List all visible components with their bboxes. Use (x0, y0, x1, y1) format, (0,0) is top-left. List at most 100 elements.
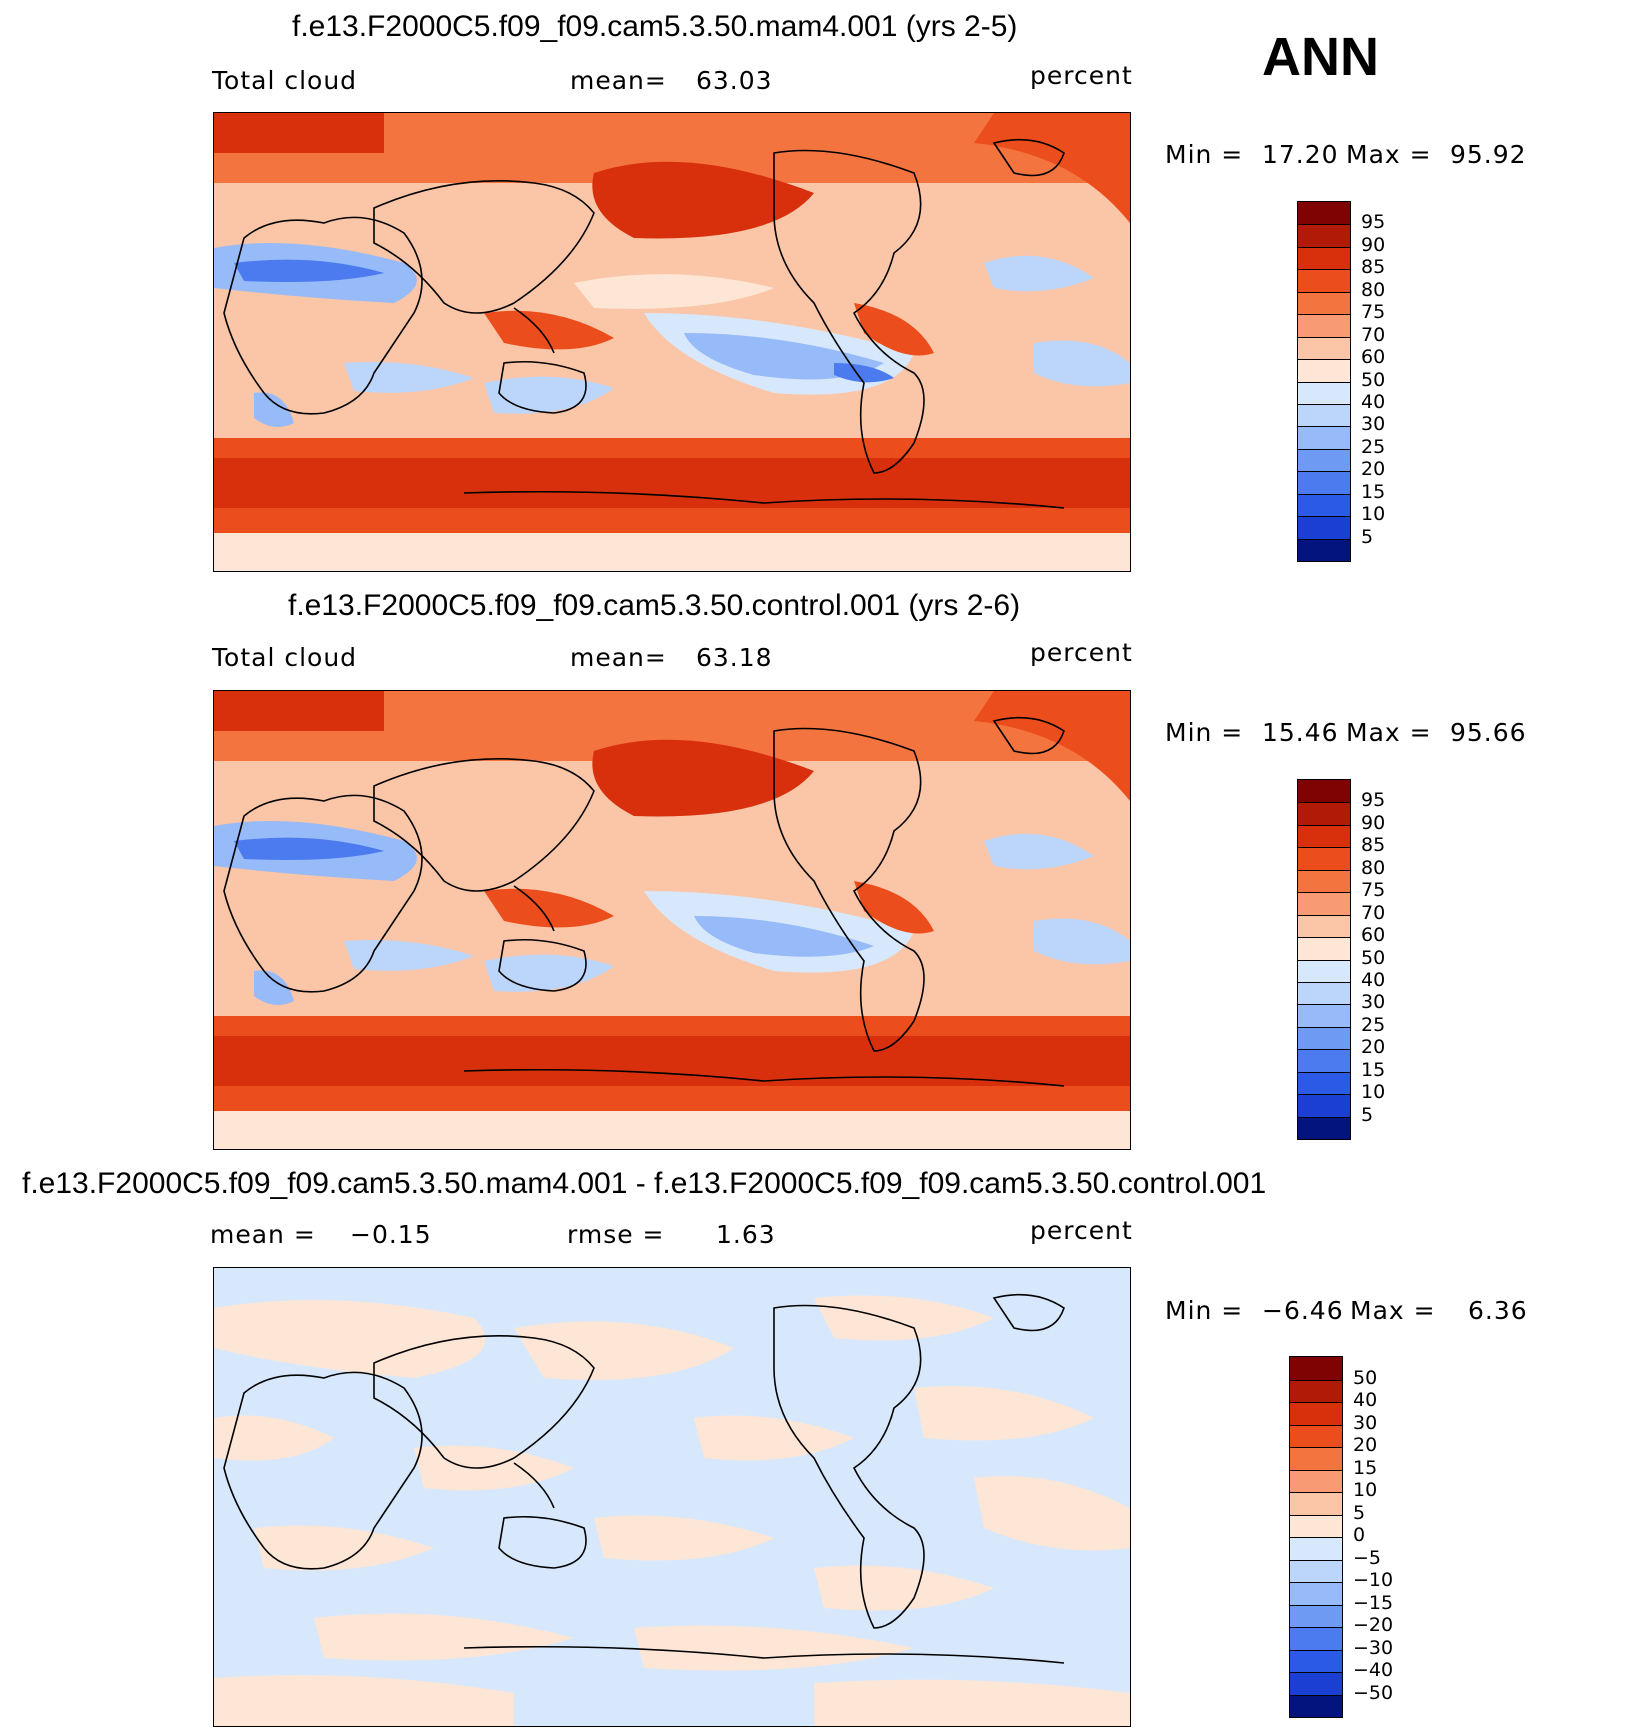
colorbar-swatch (1298, 981, 1350, 1005)
colorbar-swatch (1298, 269, 1350, 292)
panel1-title: f.e13.F2000C5.f09_f09.cam5.3.50.mam4.001… (292, 10, 1018, 43)
panel1-max-label: Max = (1346, 140, 1432, 169)
panel1-mean-label: mean= (570, 66, 667, 95)
colorbar-tick-label: 20 (1353, 1434, 1378, 1456)
panel1-min-label: Min = (1165, 140, 1244, 169)
colorbar-swatch (1298, 1071, 1350, 1095)
colorbar-tick-label: −15 (1353, 1591, 1394, 1614)
colorbar-tick-label: 60 (1361, 924, 1386, 947)
colorbar-tick-label: 10 (1353, 1479, 1378, 1501)
colorbar-tick-label: 40 (1353, 1389, 1378, 1411)
colorbar-swatch (1298, 291, 1350, 315)
panel3-max-label: Max = (1350, 1296, 1436, 1325)
colorbar-tick-label: −50 (1353, 1681, 1394, 1704)
colorbar-tick-label: 80 (1361, 856, 1386, 879)
colorbar-swatch (1298, 426, 1350, 449)
colorbar-tick-label: −5 (1353, 1546, 1382, 1569)
colorbar-tick-label: 5 (1361, 1103, 1374, 1126)
colorbar-swatch (1298, 824, 1350, 848)
colorbar-swatch (1298, 780, 1350, 803)
colorbar-tick-label: 85 (1361, 256, 1386, 279)
panel3-mean-value: −0.15 (350, 1220, 432, 1249)
colorbar-tick-label: 40 (1361, 968, 1386, 991)
panel3-title: f.e13.F2000C5.f09_f09.cam5.3.50.mam4.001… (22, 1167, 1267, 1200)
colorbar-swatch (1298, 336, 1350, 360)
colorbar-swatch (1298, 202, 1350, 225)
panel2-map (213, 690, 1131, 1150)
panel3-mean-label: mean = (210, 1220, 316, 1249)
colorbar-swatch (1298, 1116, 1350, 1139)
panel2-units: percent (1030, 638, 1133, 667)
colorbar-swatch (1298, 538, 1350, 561)
colorbar-swatch (1298, 224, 1350, 247)
colorbar-swatch (1290, 1402, 1342, 1425)
colorbar-swatch (1298, 381, 1350, 404)
colorbar-swatch (1298, 493, 1350, 517)
colorbar-swatch (1290, 1492, 1342, 1515)
colorbar-swatch (1290, 1672, 1342, 1695)
panel1-min-value: 17.20 (1262, 140, 1339, 169)
colorbar-tick-label: −20 (1353, 1614, 1394, 1636)
colorbar-tick-label: 5 (1361, 525, 1374, 548)
colorbar-swatch (1298, 937, 1350, 960)
colorbar-tick-label: 30 (1353, 1411, 1378, 1434)
panel3-rmse-value: 1.63 (716, 1220, 776, 1249)
colorbar-tick-label: 20 (1361, 1036, 1386, 1059)
colorbar-swatch (1290, 1627, 1342, 1650)
panel1-units: percent (1030, 61, 1133, 90)
colorbar-swatch (1298, 246, 1350, 270)
panel2-max-label: Max = (1346, 718, 1432, 747)
colorbar-tick-label: −10 (1353, 1569, 1394, 1591)
colorbar-tick-label: 30 (1361, 991, 1386, 1014)
colorbar-tick-label: 0 (1353, 1524, 1366, 1546)
panel1-variable-label: Total cloud (212, 66, 358, 95)
colorbar-tick-label: 70 (1361, 901, 1386, 924)
panel2-variable-label: Total cloud (212, 643, 358, 672)
colorbar-tick-label: 90 (1361, 233, 1386, 256)
panel3-units: percent (1030, 1216, 1133, 1245)
colorbar-tick-label: 10 (1361, 1081, 1386, 1104)
panel3-map-svg (214, 1268, 1130, 1726)
colorbar-swatch (1290, 1582, 1342, 1605)
colorbar-swatch (1298, 802, 1350, 825)
colorbar-tick-label: 60 (1361, 346, 1386, 369)
colorbar-tick-label: 50 (1361, 946, 1386, 969)
colorbar-tick-label: 15 (1361, 1058, 1386, 1081)
colorbar-swatch (1298, 403, 1350, 427)
colorbar-tick-label: 15 (1361, 480, 1386, 503)
panel1-colorbar (1297, 201, 1351, 562)
colorbar-swatch (1298, 869, 1350, 893)
colorbar-swatch (1290, 1469, 1342, 1492)
panel1-map-svg (214, 113, 1130, 571)
colorbar-tick-label: 90 (1361, 811, 1386, 834)
colorbar-tick-label: −40 (1353, 1659, 1394, 1681)
colorbar-swatch (1298, 959, 1350, 982)
colorbar-swatch (1290, 1559, 1342, 1582)
panel3-max-value: 6.36 (1468, 1296, 1528, 1325)
colorbar-swatch (1290, 1604, 1342, 1627)
colorbar-tick-label: 10 (1361, 503, 1386, 526)
colorbar-tick-label: 5 (1353, 1501, 1366, 1524)
colorbar-swatch (1298, 892, 1350, 915)
panel3-colorbar (1289, 1356, 1343, 1718)
colorbar-tick-label: −30 (1353, 1636, 1394, 1659)
colorbar-tick-label: 25 (1361, 1013, 1386, 1036)
colorbar-swatch (1298, 1049, 1350, 1072)
panel3-map (213, 1267, 1131, 1727)
panel1-max-value: 95.92 (1450, 140, 1527, 169)
colorbar-swatch (1290, 1694, 1342, 1717)
colorbar-swatch (1298, 359, 1350, 382)
colorbar-swatch (1298, 1004, 1350, 1027)
colorbar-swatch (1298, 448, 1350, 472)
colorbar-tick-label: 85 (1361, 834, 1386, 857)
panel2-title: f.e13.F2000C5.f09_f09.cam5.3.50.control.… (288, 589, 1021, 622)
colorbar-swatch (1298, 1026, 1350, 1050)
colorbar-tick-label: 75 (1361, 879, 1386, 902)
panel3-min-value: −6.46 (1262, 1296, 1344, 1325)
panel3-rmse-label: rmse = (567, 1220, 665, 1249)
season-label: ANN (1262, 27, 1379, 87)
colorbar-tick-label: 20 (1361, 458, 1386, 481)
panel2-mean-value: 63.18 (696, 643, 773, 672)
panel2-map-svg (214, 691, 1130, 1149)
colorbar-tick-label: 50 (1361, 368, 1386, 391)
